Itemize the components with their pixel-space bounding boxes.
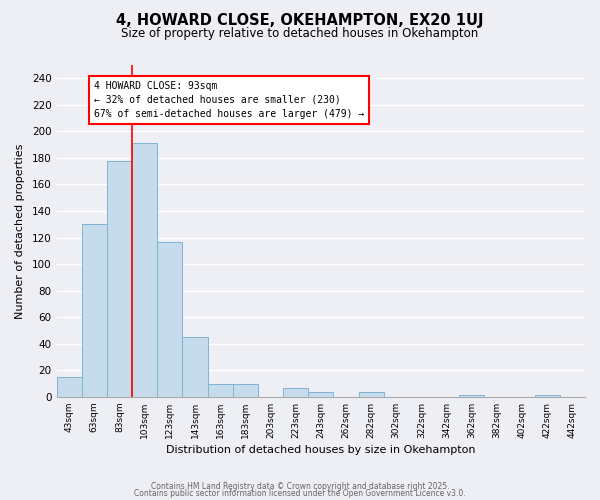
Bar: [182, 337, 208, 397]
Text: Contains HM Land Registry data © Crown copyright and database right 2025.: Contains HM Land Registry data © Crown c…: [151, 482, 449, 491]
Text: Contains public sector information licensed under the Open Government Licence v3: Contains public sector information licen…: [134, 490, 466, 498]
Bar: [132, 144, 157, 397]
Text: Size of property relative to detached houses in Okehampton: Size of property relative to detached ho…: [121, 28, 479, 40]
Bar: [157, 242, 182, 397]
Bar: [308, 392, 334, 397]
Text: 4, HOWARD CLOSE, OKEHAMPTON, EX20 1UJ: 4, HOWARD CLOSE, OKEHAMPTON, EX20 1UJ: [116, 12, 484, 28]
Bar: [56, 377, 82, 397]
Bar: [82, 224, 107, 397]
X-axis label: Distribution of detached houses by size in Okehampton: Distribution of detached houses by size …: [166, 445, 476, 455]
Bar: [107, 160, 132, 397]
Bar: [535, 396, 560, 397]
Bar: [233, 384, 258, 397]
Y-axis label: Number of detached properties: Number of detached properties: [15, 143, 25, 318]
Bar: [459, 396, 484, 397]
Bar: [359, 392, 383, 397]
Bar: [283, 388, 308, 397]
Text: 4 HOWARD CLOSE: 93sqm
← 32% of detached houses are smaller (230)
67% of semi-det: 4 HOWARD CLOSE: 93sqm ← 32% of detached …: [94, 81, 365, 119]
Bar: [208, 384, 233, 397]
